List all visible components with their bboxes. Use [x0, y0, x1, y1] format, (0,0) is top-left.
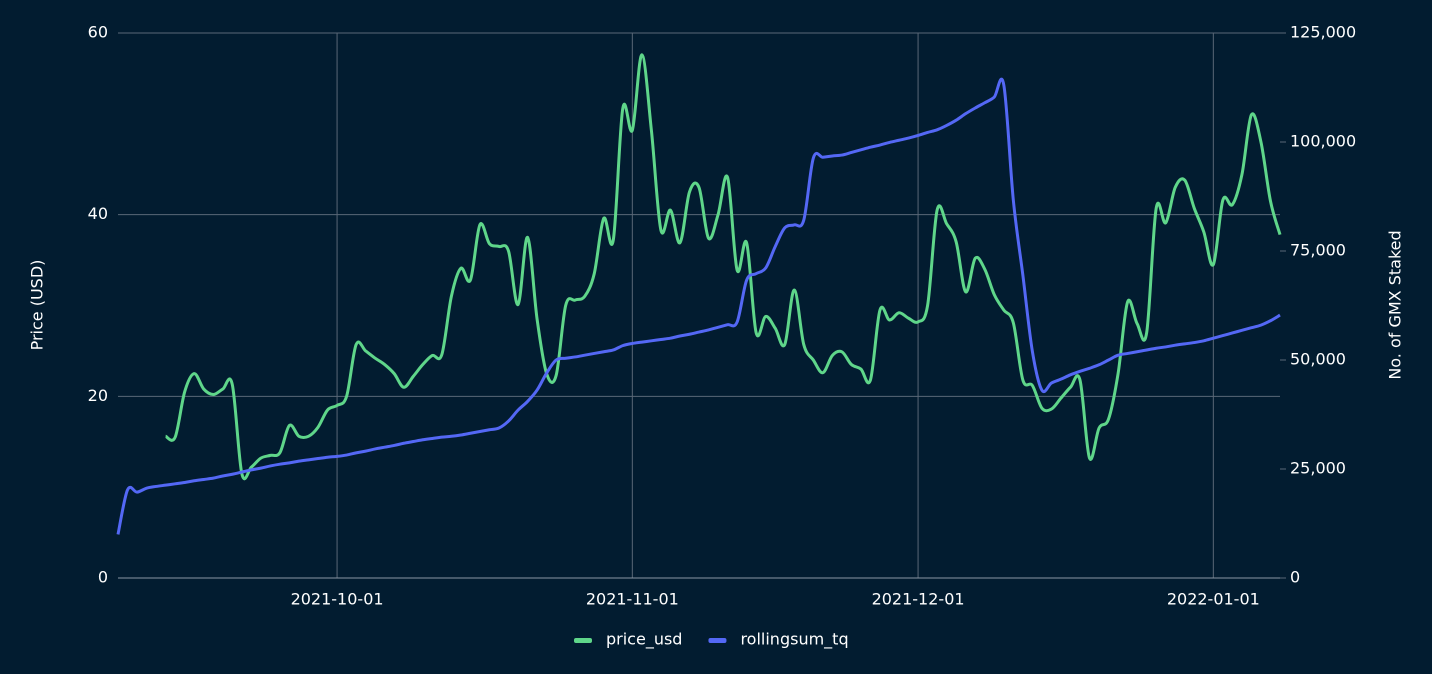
y-tick-label: 20	[88, 386, 108, 405]
y-tick-label: 60	[88, 23, 108, 42]
series-line	[164, 53, 1282, 481]
y2-tick-label: 125,000	[1290, 23, 1356, 42]
x-tick-label: 2021-10-01	[291, 590, 384, 609]
y-tick-label: 40	[88, 204, 108, 223]
x-tick-label: 2021-11-01	[586, 590, 679, 609]
y2-tick-label: 75,000	[1290, 241, 1346, 260]
series-line	[116, 77, 1281, 535]
legend-swatch[interactable]	[574, 638, 592, 643]
y-axis-label: Price (USD)	[28, 260, 47, 351]
y2-tick-label: 50,000	[1290, 350, 1346, 369]
legend-label[interactable]: rollingsum_tq	[740, 630, 848, 650]
x-tick-label: 2022-01-01	[1167, 590, 1260, 609]
y2-tick-label: 0	[1290, 568, 1300, 587]
legend-swatch[interactable]	[708, 638, 727, 643]
y2-axis-label: No. of GMX Staked	[1386, 230, 1405, 379]
y2-tick-label: 25,000	[1290, 459, 1346, 478]
x-tick-label: 2021-12-01	[872, 590, 965, 609]
y-tick-label: 0	[98, 568, 108, 587]
legend-label[interactable]: price_usd	[606, 630, 682, 650]
y2-tick-label: 100,000	[1290, 132, 1356, 151]
